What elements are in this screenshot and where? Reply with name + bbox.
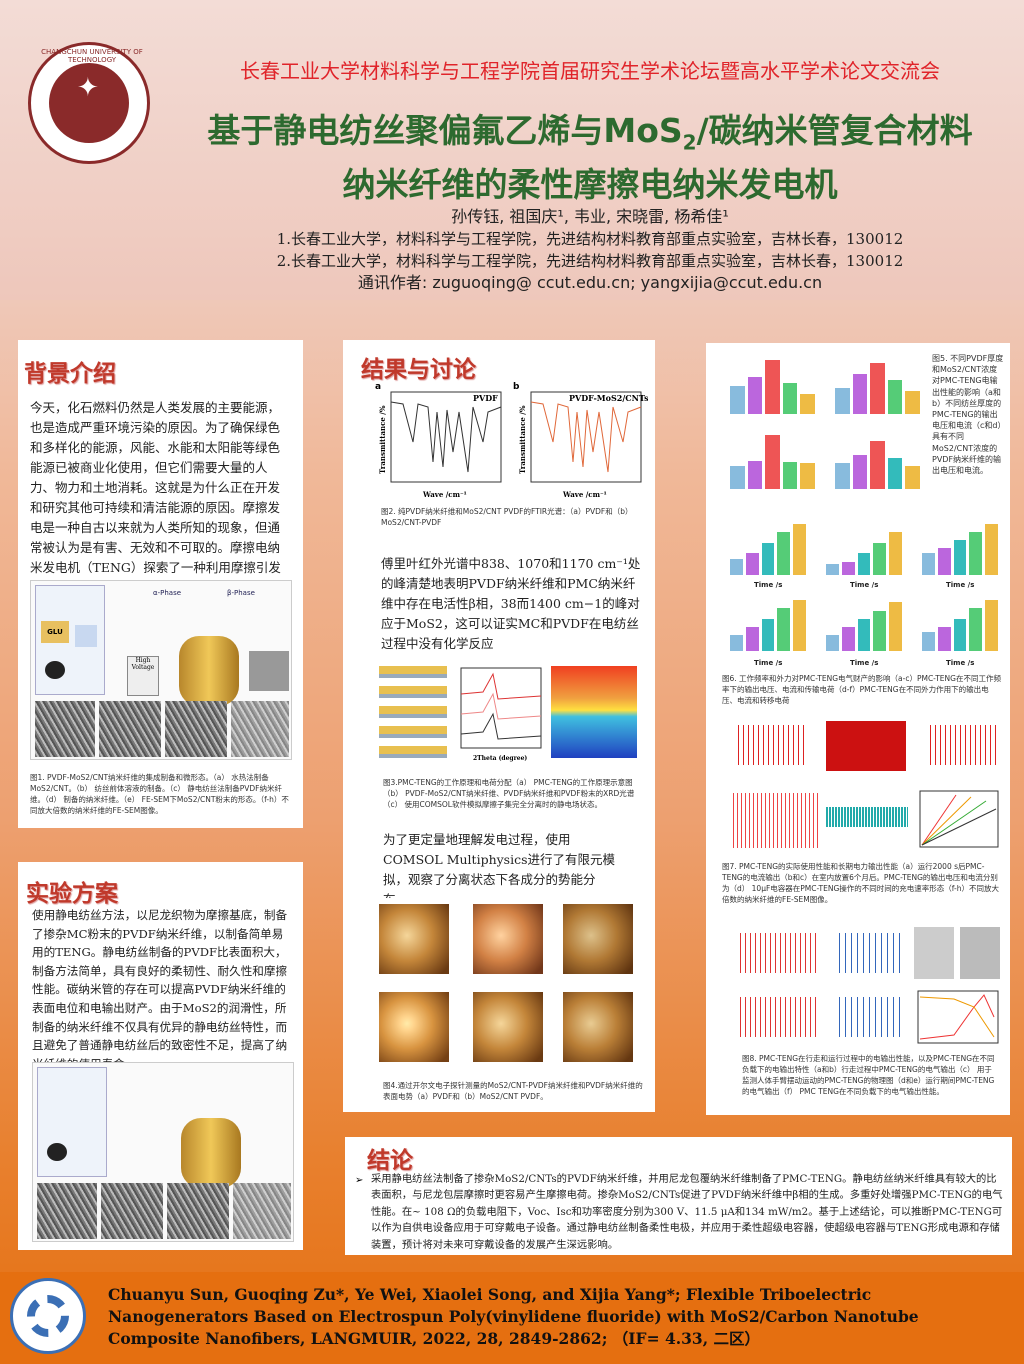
conclusion-text: 采用静电纺丝法制备了掺杂MoS2/CNTs的PVDF纳米纤维，并用尼龙包覆纳米纤… [371,1173,1003,1251]
figure-3: 2Theta (degree) [379,662,649,772]
fig2-xlabel-a: Wave /cm⁻¹ [422,490,467,499]
contact: 通讯作者: zuguoqing@ ccut.edu.cn; yangxijia@… [357,273,823,292]
time-label-a: Time /s [754,581,783,589]
time-label-c: Time /s [946,581,975,589]
background-panel: 背景介绍 今天，化石燃料仍然是人类发展的主要能源，也是造成严重环境污染的原因。为… [18,340,303,828]
poster-title: 基于静电纺丝聚偏氟乙烯与MoS2/碳纳米管复合材料 纳米纤维的柔性摩擦电纳米发电… [180,110,1000,206]
time-label-f: Time /s [946,659,975,667]
citation: Chuanyu Sun, Guoqing Zu*, Ye Wei, Xiaole… [108,1285,919,1348]
fig2-xlabel-b: Wave /cm⁻¹ [562,490,607,499]
affiliation-1: 1.长春工业大学，材料科学与工程学院，先进结构材料教育部重点实验室，吉林长春，1… [276,230,904,248]
section-title-experiment: 实验方案 [26,881,118,907]
figure-4-caption: 图4.通过开尔文电子探针测量的MoS2/CNT-PVDF纳米纤维和PVDF纳米纤… [383,1081,643,1101]
fig3-xlabel: 2Theta (degree) [473,755,527,762]
figure-5-caption: 图5. 不同PVDF厚度和MoS2/CNT浓度对PMC-TENG电输出性能的影响… [932,354,1004,476]
logo-text: CHANGCHUN UNIVERSITY OF TECHNOLOGY [41,48,143,64]
section-title-conclusion: 结论 [367,1148,413,1174]
experiment-panel: 实验方案 使用静电纺丝方法，以尼龙织物为摩擦基底，制备了掺杂MC粉末的PVDF纳… [18,862,303,1250]
beta-phase-label: β-Phase [227,589,255,597]
title-line1: 基于静电纺丝聚偏氟乙烯与MoS [207,111,683,150]
conclusion-panel: 结论 ➢ 采用静电纺丝法制备了掺杂MoS2/CNTs的PVDF纳米纤维，并用尼龙… [345,1137,1012,1255]
glu-label: GLU [41,621,69,643]
figure-1-repeat [32,1062,294,1242]
figure-6: Time /s Time /s Time /s Time /s Time /s … [716,513,1004,669]
figure-2-caption: 图2. 纯PVDF纳米纤维和MoS2/CNT PVDF的FTIR光谱：（a）PV… [381,507,633,527]
figure-1: GLU α-Phase β-Phase High Voltage [30,580,292,760]
time-label-d: Time /s [754,659,783,667]
star-icon: ✦ [77,73,99,103]
title-line1-end: /碳纳米管复合材料 [696,111,973,150]
fig2-ylabel-b: Transmittance /% [518,405,527,474]
conference-title: 长春工业大学材料科学与工程学院首届研究生学术论坛暨高水平学术论文交流会 [240,59,940,83]
figure-7-caption: 图7. PMC-TENG的实际使用性能和长期电力输出性能（a）运行2000 s后… [722,862,999,904]
background-text: 今天，化石燃料仍然是人类发展的主要能源，也是造成严重环境污染的原因。为了确保绿色… [30,400,281,595]
figure-1-caption: 图1. PVDF-MoS2/CNT纳米纤维的集成制备和微形态。（a） 水热法制备… [30,773,289,815]
alpha-phase-label: α-Phase [153,589,182,597]
title-line2: 纳米纤维的柔性摩擦电纳米发电机 [342,164,838,204]
authors: 孙传钰, 祖国庆¹, 韦业, 宋晓雷, 杨希佳¹ [451,207,729,226]
figure-4-kpfm [373,898,648,1078]
time-label-e: Time /s [850,659,879,667]
figure-6-caption: 图6. 工作频率和外力对PMC-TENG电气财产的影响（a-c）PMC-TENG… [722,674,1001,705]
fig2-legend-a: PVDF [473,393,498,403]
high-voltage-box: High Voltage [127,656,159,696]
affiliation-2: 2.长春工业大学，材料科学与工程学院，先进结构材料教育部重点实验室，吉林长春，1… [276,252,904,270]
time-label-b: Time /s [850,581,879,589]
results-text-1: 傅里叶红外光谱中838、1070和1170 cm⁻¹处的峰清楚地表明PVDF纳米… [381,556,641,651]
figure-8-caption: 图8. PMC-TENG在行走和运行过程中的电输出性能，以及PMC-TENG在不… [742,1054,995,1096]
section-title-results: 结果与讨论 [361,357,476,383]
bullet-arrow-icon: ➢ [355,1175,364,1186]
figure-8 [716,921,1004,1049]
figure-7 [716,715,1004,855]
section-title-background: 背景介绍 [24,361,116,387]
poster-header: CHANGCHUN UNIVERSITY OF TECHNOLOGY ✦ 长春工… [0,0,1024,300]
footer: Chuanyu Sun, Guoqing Zu*, Ye Wei, Xiaole… [0,1272,1024,1364]
ftir-plots: PVDF PVDF-MoS2/CNTs Transmittance /% Tra… [378,391,648,499]
figure-3-caption: 图3.PMC-TENG的工作原理和电荷分配（a） PMC-TENG的工作原理示意… [383,778,635,809]
university-logo: CHANGCHUN UNIVERSITY OF TECHNOLOGY ✦ [28,42,150,164]
title-subscript: 2 [682,130,697,155]
author-block: 孙传钰, 祖国庆¹, 韦业, 宋晓雷, 杨希佳¹ 1.长春工业大学，材料科学与工… [180,206,1000,294]
experiment-text: 使用静电纺丝方法，以尼龙织物为摩擦基底，制备了掺杂MC粉末的PVDF纳米纤维，以… [32,908,288,1071]
fig2-ylabel-a: Transmittance /% [378,405,387,474]
performance-panel: 图5. 不同PVDF厚度和MoS2/CNT浓度对PMC-TENG电输出性能的影响… [706,343,1010,1115]
fig2-legend-b: PVDF-MoS2/CNTs [569,393,648,403]
figure-5 [716,349,926,499]
college-logo [10,1278,86,1354]
